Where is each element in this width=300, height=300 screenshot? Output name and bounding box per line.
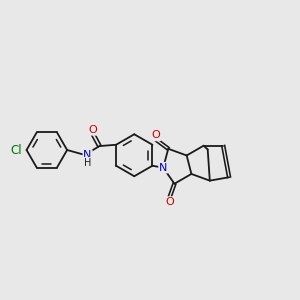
Text: H: H xyxy=(84,158,91,168)
Text: O: O xyxy=(165,197,174,207)
Text: Cl: Cl xyxy=(11,143,22,157)
Text: O: O xyxy=(152,130,160,140)
Text: N: N xyxy=(159,163,167,173)
Text: O: O xyxy=(88,125,97,135)
Text: N: N xyxy=(83,150,92,160)
